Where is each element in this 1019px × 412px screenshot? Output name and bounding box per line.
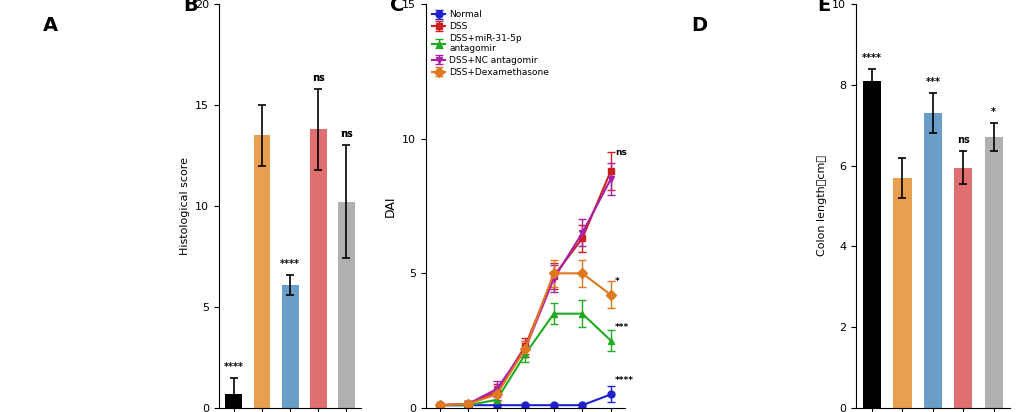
Y-axis label: DAI: DAI: [383, 195, 396, 217]
Bar: [310, 129, 326, 408]
Text: ***: ***: [924, 77, 940, 87]
Text: ns: ns: [614, 147, 627, 157]
Bar: [923, 113, 942, 408]
Text: ****: ****: [280, 259, 300, 269]
Text: ns: ns: [313, 73, 324, 83]
Text: ****: ****: [861, 53, 881, 63]
Text: A: A: [43, 16, 58, 35]
Text: ns: ns: [956, 136, 969, 145]
Bar: [893, 178, 911, 408]
Text: ****: ****: [223, 362, 244, 372]
Bar: [862, 81, 880, 408]
Bar: [983, 137, 1002, 408]
Bar: [953, 168, 971, 408]
Bar: [225, 394, 243, 408]
Text: ns: ns: [339, 129, 353, 139]
Text: C: C: [389, 0, 404, 15]
Text: B: B: [183, 0, 198, 15]
Bar: [337, 202, 355, 408]
Text: D: D: [691, 16, 706, 35]
Text: ns: ns: [312, 73, 324, 83]
Text: *: *: [990, 107, 996, 117]
Legend: Normal, DSS, DSS+miR-31-5p
antagomir, DSS+NC antagomir, DSS+Dexamethasone: Normal, DSS, DSS+miR-31-5p antagomir, DS…: [430, 9, 550, 78]
Text: ***: ***: [614, 323, 629, 332]
Text: *: *: [614, 277, 620, 286]
Bar: [281, 285, 299, 408]
Text: ns: ns: [340, 129, 352, 139]
Bar: [254, 135, 270, 408]
Text: E: E: [816, 0, 829, 15]
Y-axis label: Colon length（cm）: Colon length（cm）: [816, 155, 825, 257]
Text: ****: ****: [614, 377, 634, 386]
Y-axis label: Histological score: Histological score: [179, 157, 190, 255]
